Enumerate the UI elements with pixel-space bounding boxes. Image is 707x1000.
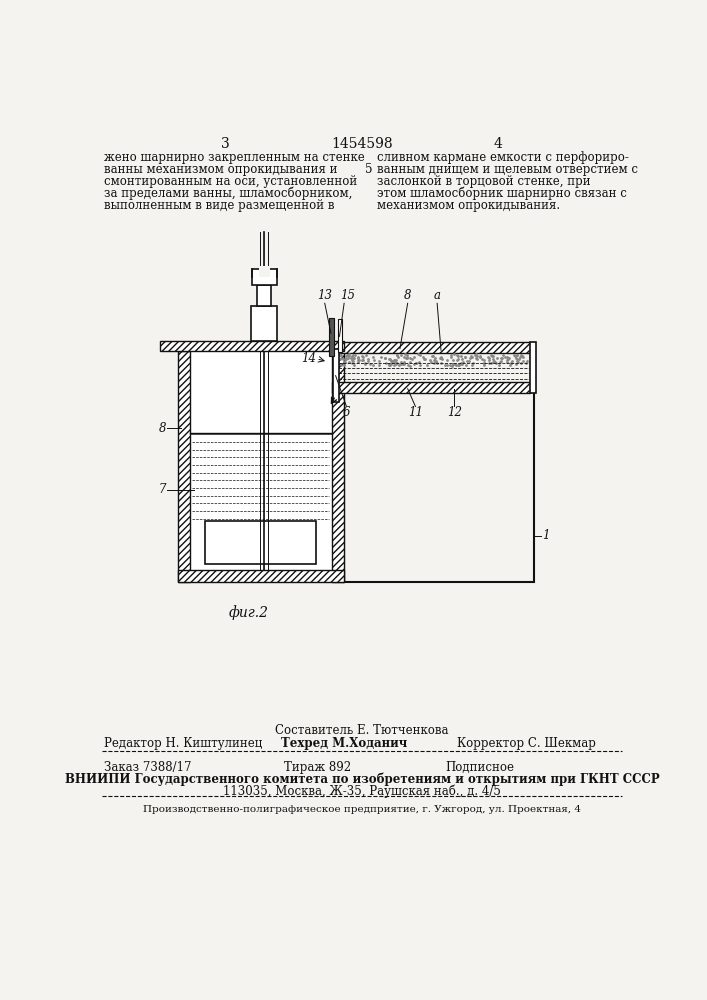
Bar bbox=[160, 341, 344, 351]
Bar bbox=[333, 349, 339, 402]
Bar bbox=[177, 351, 190, 582]
Text: Техред М.Ходанич: Техред М.Ходанич bbox=[281, 737, 407, 750]
Text: 1454598: 1454598 bbox=[331, 137, 393, 151]
Bar bbox=[206, 521, 316, 564]
Text: 1: 1 bbox=[542, 529, 549, 542]
Bar bbox=[177, 570, 344, 582]
Bar bbox=[332, 351, 344, 582]
Text: Редактор Н. Киштулинец: Редактор Н. Киштулинец bbox=[104, 737, 262, 750]
Bar bbox=[251, 306, 277, 341]
Text: a: a bbox=[433, 289, 440, 302]
Text: 113035, Москва, Ж-35, Раушская наб., д. 4/5: 113035, Москва, Ж-35, Раушская наб., д. … bbox=[223, 785, 501, 798]
Text: за пределами ванны, шламосборником,: за пределами ванны, шламосборником, bbox=[104, 187, 352, 200]
Text: 7: 7 bbox=[158, 483, 166, 496]
Text: ванны механизмом опрокидывания и: ванны механизмом опрокидывания и bbox=[104, 163, 337, 176]
Text: Корректор С. Шекмар: Корректор С. Шекмар bbox=[457, 737, 595, 750]
Text: Производственно-полиграфическое предприятие, г. Ужгород, ул. Проектная, 4: Производственно-полиграфическое предприя… bbox=[143, 805, 581, 814]
Text: Тираж 892: Тираж 892 bbox=[284, 761, 351, 774]
Bar bbox=[344, 351, 534, 582]
Text: Составитель Е. Тютченкова: Составитель Е. Тютченкова bbox=[275, 724, 449, 737]
Bar bbox=[332, 342, 530, 353]
Bar bbox=[530, 342, 537, 393]
Text: сливном кармане емкости с перфориро-: сливном кармане емкости с перфориро- bbox=[377, 151, 629, 164]
Bar bbox=[190, 351, 332, 570]
Text: 6: 6 bbox=[343, 406, 350, 419]
Bar bbox=[257, 285, 271, 306]
Text: ВНИИПИ Государственного комитета по изобретениям и открытиям при ГКНТ СССР: ВНИИПИ Государственного комитета по изоб… bbox=[64, 773, 659, 786]
Text: фиг.2: фиг.2 bbox=[229, 605, 269, 620]
Text: Заказ 7388/17: Заказ 7388/17 bbox=[104, 761, 192, 774]
Text: 15: 15 bbox=[340, 289, 355, 302]
Text: смонтированным на оси, установленной: смонтированным на оси, установленной bbox=[104, 175, 357, 188]
Text: выполненным в виде размещенной в: выполненным в виде размещенной в bbox=[104, 199, 334, 212]
Text: ванным днищем и щелевым отверстием с: ванным днищем и щелевым отверстием с bbox=[377, 163, 638, 176]
Text: механизмом опрокидывания.: механизмом опрокидывания. bbox=[377, 199, 560, 212]
Bar bbox=[259, 266, 270, 277]
Text: 13: 13 bbox=[317, 289, 332, 302]
Bar bbox=[252, 269, 276, 285]
Text: 3: 3 bbox=[221, 137, 230, 151]
Text: 4: 4 bbox=[493, 137, 502, 151]
Text: 5: 5 bbox=[365, 163, 373, 176]
Text: 8: 8 bbox=[158, 422, 166, 434]
Bar bbox=[332, 382, 530, 393]
Text: 12: 12 bbox=[447, 406, 462, 419]
Text: этом шламосборник шарнирно связан с: этом шламосборник шарнирно связан с bbox=[377, 187, 626, 200]
Text: 8: 8 bbox=[404, 289, 411, 302]
Text: 14: 14 bbox=[301, 352, 316, 365]
Bar bbox=[338, 319, 341, 352]
Bar bbox=[329, 318, 334, 356]
Text: Подписное: Подписное bbox=[445, 761, 514, 774]
Text: 11: 11 bbox=[408, 406, 423, 419]
Text: жено шарнирно закрепленным на стенке: жено шарнирно закрепленным на стенке bbox=[104, 151, 365, 164]
Text: заслонкой в торцовой стенке, при: заслонкой в торцовой стенке, при bbox=[377, 175, 590, 188]
